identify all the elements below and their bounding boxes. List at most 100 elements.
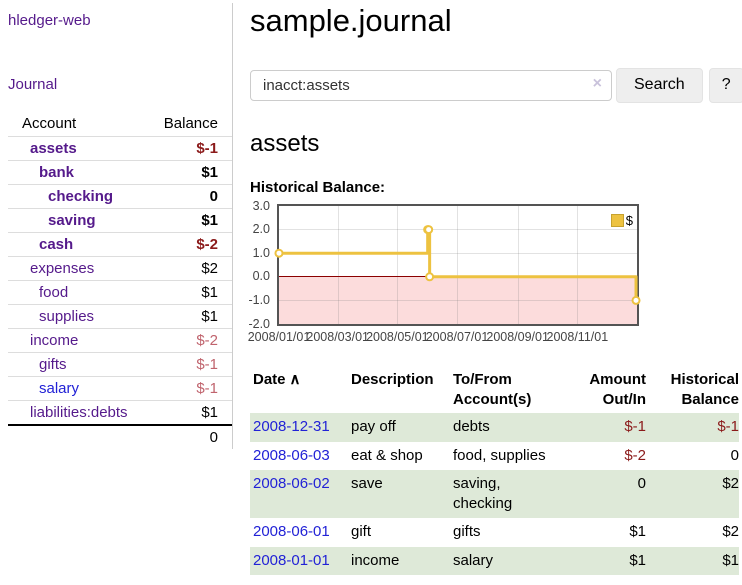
accounts-header-account: Account bbox=[22, 115, 77, 132]
x-axis-tick-label: 2008/01/01 bbox=[247, 329, 311, 344]
transaction-balance: $2 bbox=[722, 523, 739, 541]
transaction-description: eat & shop bbox=[351, 446, 423, 464]
account-link[interactable]: liabilities:debts bbox=[30, 404, 128, 421]
sidebar-account-row: salary $-1 bbox=[8, 376, 232, 401]
account-balance: $1 bbox=[140, 160, 232, 185]
transaction-date-link[interactable]: 2008-06-02 bbox=[253, 475, 330, 493]
account-balance: 0 bbox=[140, 184, 232, 209]
account-link[interactable]: supplies bbox=[39, 308, 95, 325]
transaction-balance: $1 bbox=[646, 546, 739, 576]
sidebar-account-row: cash $-2 bbox=[8, 232, 232, 257]
gridline bbox=[397, 205, 399, 324]
data-point-marker bbox=[631, 295, 641, 305]
account-balance: $1 bbox=[140, 208, 232, 233]
register-header-description: Description bbox=[351, 370, 434, 388]
x-axis-tick-label: 2008/07/01 bbox=[425, 329, 489, 344]
register-row: 2008-12-31 pay off debts $-1 $-1 bbox=[250, 413, 739, 442]
transaction-amount: 0 bbox=[558, 470, 646, 519]
y-axis-tick-label: 0.0 bbox=[252, 269, 270, 284]
register-header-date: Date ∧ bbox=[253, 370, 301, 388]
chart-label: Historical Balance: bbox=[250, 178, 386, 196]
account-balance: $-1 bbox=[140, 352, 232, 377]
account-link[interactable]: bank bbox=[39, 164, 75, 181]
account-balance: $-1 bbox=[140, 136, 232, 161]
transaction-accounts: saving, checking bbox=[450, 470, 558, 519]
search-input[interactable] bbox=[250, 69, 612, 101]
sidebar-account-row: assets $-1 bbox=[8, 136, 232, 161]
register-row: 2008-06-02 save saving, checking 0 $2 bbox=[250, 470, 739, 519]
accounts-total-balance: 0 bbox=[140, 424, 232, 449]
search-help-button[interactable]: ? bbox=[708, 67, 742, 103]
register-header-balance: Historical Balance bbox=[670, 370, 739, 408]
register-table: Date ∧ Description To/From Account(s) Amo… bbox=[250, 369, 739, 576]
register-header-accounts: To/From Account(s) bbox=[453, 370, 532, 408]
accounts-total-row: 0 bbox=[8, 424, 232, 449]
search-form: × Search ? bbox=[250, 67, 742, 103]
x-axis-tick-label: 2008/05/01 bbox=[366, 329, 429, 344]
account-link[interactable]: assets bbox=[30, 140, 77, 157]
transaction-amount: $-2 bbox=[624, 446, 646, 464]
clear-search-icon[interactable]: × bbox=[592, 74, 602, 92]
gridline bbox=[517, 205, 519, 324]
negative-region-shading bbox=[279, 276, 637, 324]
transaction-description: pay off bbox=[348, 413, 450, 442]
sidebar-item-journal[interactable]: Journal bbox=[8, 76, 58, 93]
sidebar-account-row: income $-2 bbox=[8, 328, 232, 353]
account-link[interactable]: gifts bbox=[39, 356, 67, 373]
gridline bbox=[279, 300, 637, 302]
account-link[interactable]: salary bbox=[39, 380, 80, 397]
y-axis-tick-label: -1.0 bbox=[248, 293, 270, 308]
transaction-accounts: salary bbox=[450, 546, 558, 576]
account-heading: assets bbox=[250, 129, 320, 157]
transaction-balance: $2 bbox=[646, 470, 739, 519]
sidebar-account-row: food $1 bbox=[8, 280, 232, 305]
y-axis-tick-label: 2.0 bbox=[252, 222, 270, 237]
page-title: sample.journal bbox=[250, 3, 452, 38]
account-link[interactable]: checking bbox=[48, 188, 114, 205]
y-axis-tick-label: -2.0 bbox=[248, 316, 270, 331]
account-balance: $-2 bbox=[140, 328, 232, 353]
sidebar-account-row: expenses $2 bbox=[8, 256, 232, 281]
account-balance: $1 bbox=[140, 400, 232, 425]
register-header-amount: Amount Out/In bbox=[589, 370, 646, 408]
account-balance: $-2 bbox=[140, 232, 232, 257]
sidebar-account-row: saving $1 bbox=[8, 208, 232, 233]
x-axis-tick-label: 2008/09/01 bbox=[486, 329, 549, 344]
account-link[interactable]: income bbox=[30, 332, 79, 349]
account-balance: $1 bbox=[140, 280, 232, 305]
transaction-date-link[interactable]: 2008-12-31 bbox=[253, 418, 330, 436]
transaction-description: gift bbox=[351, 523, 372, 541]
legend-swatch-icon bbox=[610, 213, 624, 227]
x-axis-tick-label: 2008/11/01 bbox=[546, 329, 609, 344]
chart-legend: $ bbox=[609, 212, 634, 228]
transaction-date-link[interactable]: 2008-06-03 bbox=[253, 446, 330, 464]
register-row: 2008-01-01 income salary $1 $1 bbox=[250, 546, 739, 576]
transaction-accounts: debts bbox=[450, 413, 558, 442]
gridline bbox=[577, 205, 579, 324]
account-link[interactable]: cash bbox=[39, 236, 74, 253]
transaction-date-link[interactable]: 2008-01-01 bbox=[253, 551, 330, 569]
search-button[interactable]: Search bbox=[616, 67, 703, 103]
sidebar-account-row: liabilities:debts $1 bbox=[8, 400, 232, 425]
transaction-balance: 0 bbox=[730, 446, 739, 464]
transaction-accounts: food, supplies bbox=[453, 446, 546, 464]
chart-plot-area: $ bbox=[274, 203, 641, 326]
transaction-amount: $-1 bbox=[558, 413, 646, 442]
account-balance: $1 bbox=[140, 304, 232, 329]
sidebar: hledger-web Journal Account Balance asse… bbox=[0, 3, 233, 449]
transaction-date-link[interactable]: 2008-06-01 bbox=[253, 523, 330, 541]
sidebar-account-row: bank $1 bbox=[8, 160, 232, 185]
account-link[interactable]: expenses bbox=[30, 260, 95, 277]
register-row: 2008-06-01 gift gifts $1 $2 bbox=[250, 518, 739, 547]
sidebar-account-row: gifts $-1 bbox=[8, 352, 232, 377]
transaction-description: income bbox=[348, 546, 450, 576]
app-brand-link[interactable]: hledger-web bbox=[8, 12, 91, 29]
transaction-accounts: gifts bbox=[453, 523, 481, 541]
balance-line-series bbox=[274, 224, 641, 305]
account-balance: $2 bbox=[140, 256, 232, 281]
accounts-table: Account Balance assets $-1 bank $1 checking 0… bbox=[8, 112, 232, 449]
account-link[interactable]: saving bbox=[48, 212, 96, 229]
account-link[interactable]: food bbox=[39, 284, 69, 301]
main-content: sample.journal × Search ? assets Histori… bbox=[247, 3, 742, 576]
sort-ascending-icon: ∧ bbox=[289, 370, 301, 388]
